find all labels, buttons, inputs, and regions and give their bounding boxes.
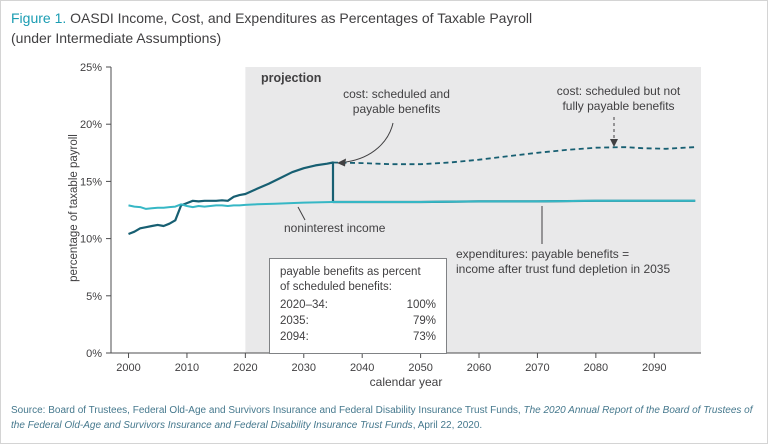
y-tick-label: 0% bbox=[86, 348, 102, 360]
payable-row-label: 2020–34: bbox=[280, 298, 328, 311]
y-axis-title: percentage of taxable payroll bbox=[68, 134, 80, 282]
payable-row-value: 73% bbox=[412, 330, 436, 343]
payable-row-label: 2094: bbox=[280, 330, 309, 343]
payable-benefits-box: payable benefits as percent of scheduled… bbox=[269, 258, 447, 354]
y-tick-label: 20% bbox=[80, 119, 102, 131]
y-tick-label: 15% bbox=[80, 176, 102, 188]
payable-box-row: 2035: 79% bbox=[280, 314, 436, 329]
cost-scheduled-payable-label: cost: scheduled and payable benefits bbox=[343, 87, 450, 117]
payable-box-row: 2094: 73% bbox=[280, 330, 436, 345]
figure-title: Figure 1. OASDI Income, Cost, and Expend… bbox=[11, 9, 751, 48]
source-prefix: Source: Board of Trustees, Federal Old-A… bbox=[11, 405, 524, 416]
x-tick-label: 2000 bbox=[116, 362, 140, 374]
x-tick-label: 2070 bbox=[525, 362, 549, 374]
source-note: Source: Board of Trustees, Federal Old-A… bbox=[11, 404, 759, 433]
x-tick-label: 2030 bbox=[292, 362, 316, 374]
projection-label: projection bbox=[261, 71, 322, 85]
x-tick-label: 2010 bbox=[175, 362, 199, 374]
x-axis-title: calendar year bbox=[369, 375, 443, 389]
cost-payable-arrowhead bbox=[337, 158, 346, 167]
series-noninterest-income-line bbox=[128, 199, 696, 210]
x-tick-label: 2090 bbox=[642, 362, 666, 374]
x-tick-label: 2020 bbox=[233, 362, 257, 374]
x-tick-label: 2080 bbox=[584, 362, 608, 374]
payable-row-value: 79% bbox=[412, 314, 436, 327]
noninterest-income-leader bbox=[297, 206, 306, 221]
y-tick-label: 5% bbox=[86, 291, 102, 303]
noninterest-income-label: noninterest income bbox=[284, 221, 386, 235]
payable-box-row: 2020–34: 100% bbox=[280, 298, 436, 313]
payable-row-label: 2035: bbox=[280, 314, 309, 327]
figure-title-line1: OASDI Income, Cost, and Expenditures as … bbox=[66, 10, 533, 26]
x-tick-label: 2060 bbox=[467, 362, 491, 374]
y-tick-label: 25% bbox=[80, 62, 102, 74]
payable-box-header: payable benefits as percent of scheduled… bbox=[280, 266, 421, 293]
cost-not-fully-payable-label: cost: scheduled but not fully payable be… bbox=[556, 84, 681, 114]
figure-title-line2: (under Intermediate Assumptions) bbox=[11, 29, 222, 46]
figure-label: Figure 1. bbox=[11, 10, 67, 26]
x-tick-label: 2050 bbox=[408, 362, 432, 374]
cost-unpayable-arrowhead bbox=[610, 139, 618, 147]
payable-row-value: 100% bbox=[406, 298, 436, 311]
y-tick-label: 10% bbox=[80, 234, 102, 246]
x-tick-label: 2040 bbox=[350, 362, 374, 374]
cost-payable-arrow bbox=[345, 122, 394, 163]
expenditures-label: expenditures: payable benefits = income … bbox=[456, 247, 671, 277]
source-title-italic: The 2020 Annual Report of the Board of T… bbox=[11, 405, 753, 431]
source-suffix: , April 22, 2020. bbox=[412, 419, 483, 431]
series-cost-scheduled-not-payable-line bbox=[332, 146, 696, 166]
